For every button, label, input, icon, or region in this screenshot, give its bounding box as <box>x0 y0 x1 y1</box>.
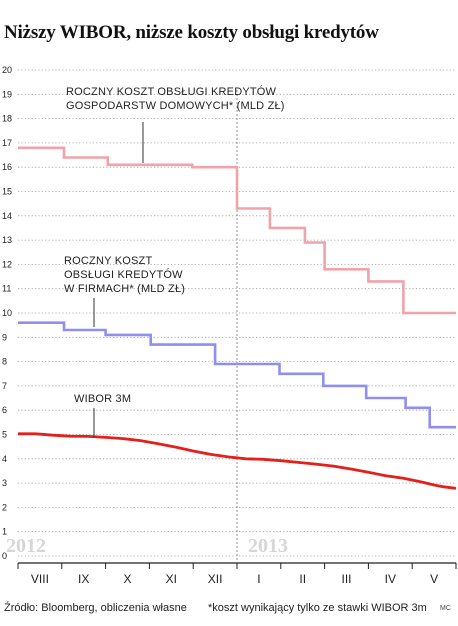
year-label-2012: 2012 <box>6 535 46 557</box>
households-label: ROCZNY KOSZT OBSŁUGI KREDYTÓW GOSPODARST… <box>66 85 285 112</box>
firms-label-line-3: W FIRMACH* (MLD ZŁ) <box>64 283 185 295</box>
y-tick-label: 18 <box>2 114 12 124</box>
y-tick-label: 0 <box>2 551 7 561</box>
footnote: *koszt wynikający tylko ze stawki WIBOR … <box>208 602 427 614</box>
x-tick-label: IV <box>385 572 396 586</box>
y-tick-label: 13 <box>2 235 12 245</box>
wibor-label: WIBOR 3M <box>74 393 131 405</box>
x-tick-label: IX <box>78 572 89 586</box>
x-tick-label: V <box>430 572 438 586</box>
y-tick-label: 9 <box>2 332 7 342</box>
y-tick-label: 3 <box>2 478 7 488</box>
x-tick-label: XI <box>166 572 177 586</box>
x-tick-label: VIII <box>31 572 49 586</box>
source-note: Źródło: Bloomberg, obliczenia własne <box>4 602 187 614</box>
y-tick-label: 15 <box>2 187 12 197</box>
y-tick-label: 6 <box>2 405 7 415</box>
y-tick-label: 19 <box>2 89 12 99</box>
y-tick-label: 11 <box>2 284 11 294</box>
y-tick-label: 2 <box>2 502 7 512</box>
households-label-line-1: ROCZNY KOSZT OBSŁUGI KREDYTÓW <box>66 85 277 98</box>
annotations: ROCZNY KOSZT OBSŁUGI KREDYTÓW GOSPODARST… <box>64 85 285 437</box>
author-credit: MC <box>440 605 451 612</box>
x-tick-label: I <box>257 572 260 586</box>
y-tick-label: 8 <box>2 357 7 367</box>
firms-label-line-2: OBSŁUGI KREDYTÓW <box>64 268 183 281</box>
firms-label-line-1: ROCZNY KOSZT <box>64 255 152 267</box>
households-label-line-2: GOSPODARSTW DOMOWYCH* (MLD ZŁ) <box>66 100 285 112</box>
x-tick-label: X <box>123 572 131 586</box>
x-tick-label: II <box>299 572 306 586</box>
series-line-households <box>18 146 456 315</box>
y-tick-label: 1 <box>2 527 7 537</box>
series-line-wibor <box>18 432 457 490</box>
y-tick-label: 17 <box>2 138 12 148</box>
x-tick-label: XII <box>208 572 223 586</box>
y-tick-label: 7 <box>2 381 7 391</box>
y-tick-label: 5 <box>2 430 7 440</box>
y-tick-label: 10 <box>2 308 12 318</box>
year-labels: 2012 2013 <box>6 535 288 557</box>
x-axis: VIII IX X XI XII I II III IV V <box>17 90 457 586</box>
y-tick-label: 16 <box>2 162 12 172</box>
y-tick-label: 14 <box>2 211 12 221</box>
chart-title: Niższy WIBOR, niższe koszty obsługi kred… <box>4 22 379 43</box>
series-line-firms <box>18 321 456 429</box>
y-tick-label: 12 <box>2 259 12 269</box>
y-tick-label: 20 <box>2 65 12 75</box>
year-label-2013: 2013 <box>248 535 288 557</box>
y-tick-label: 4 <box>2 454 7 464</box>
x-tick-label: III <box>341 572 351 586</box>
firms-label: ROCZNY KOSZT OBSŁUGI KREDYTÓW W FIRMACH*… <box>64 255 186 295</box>
